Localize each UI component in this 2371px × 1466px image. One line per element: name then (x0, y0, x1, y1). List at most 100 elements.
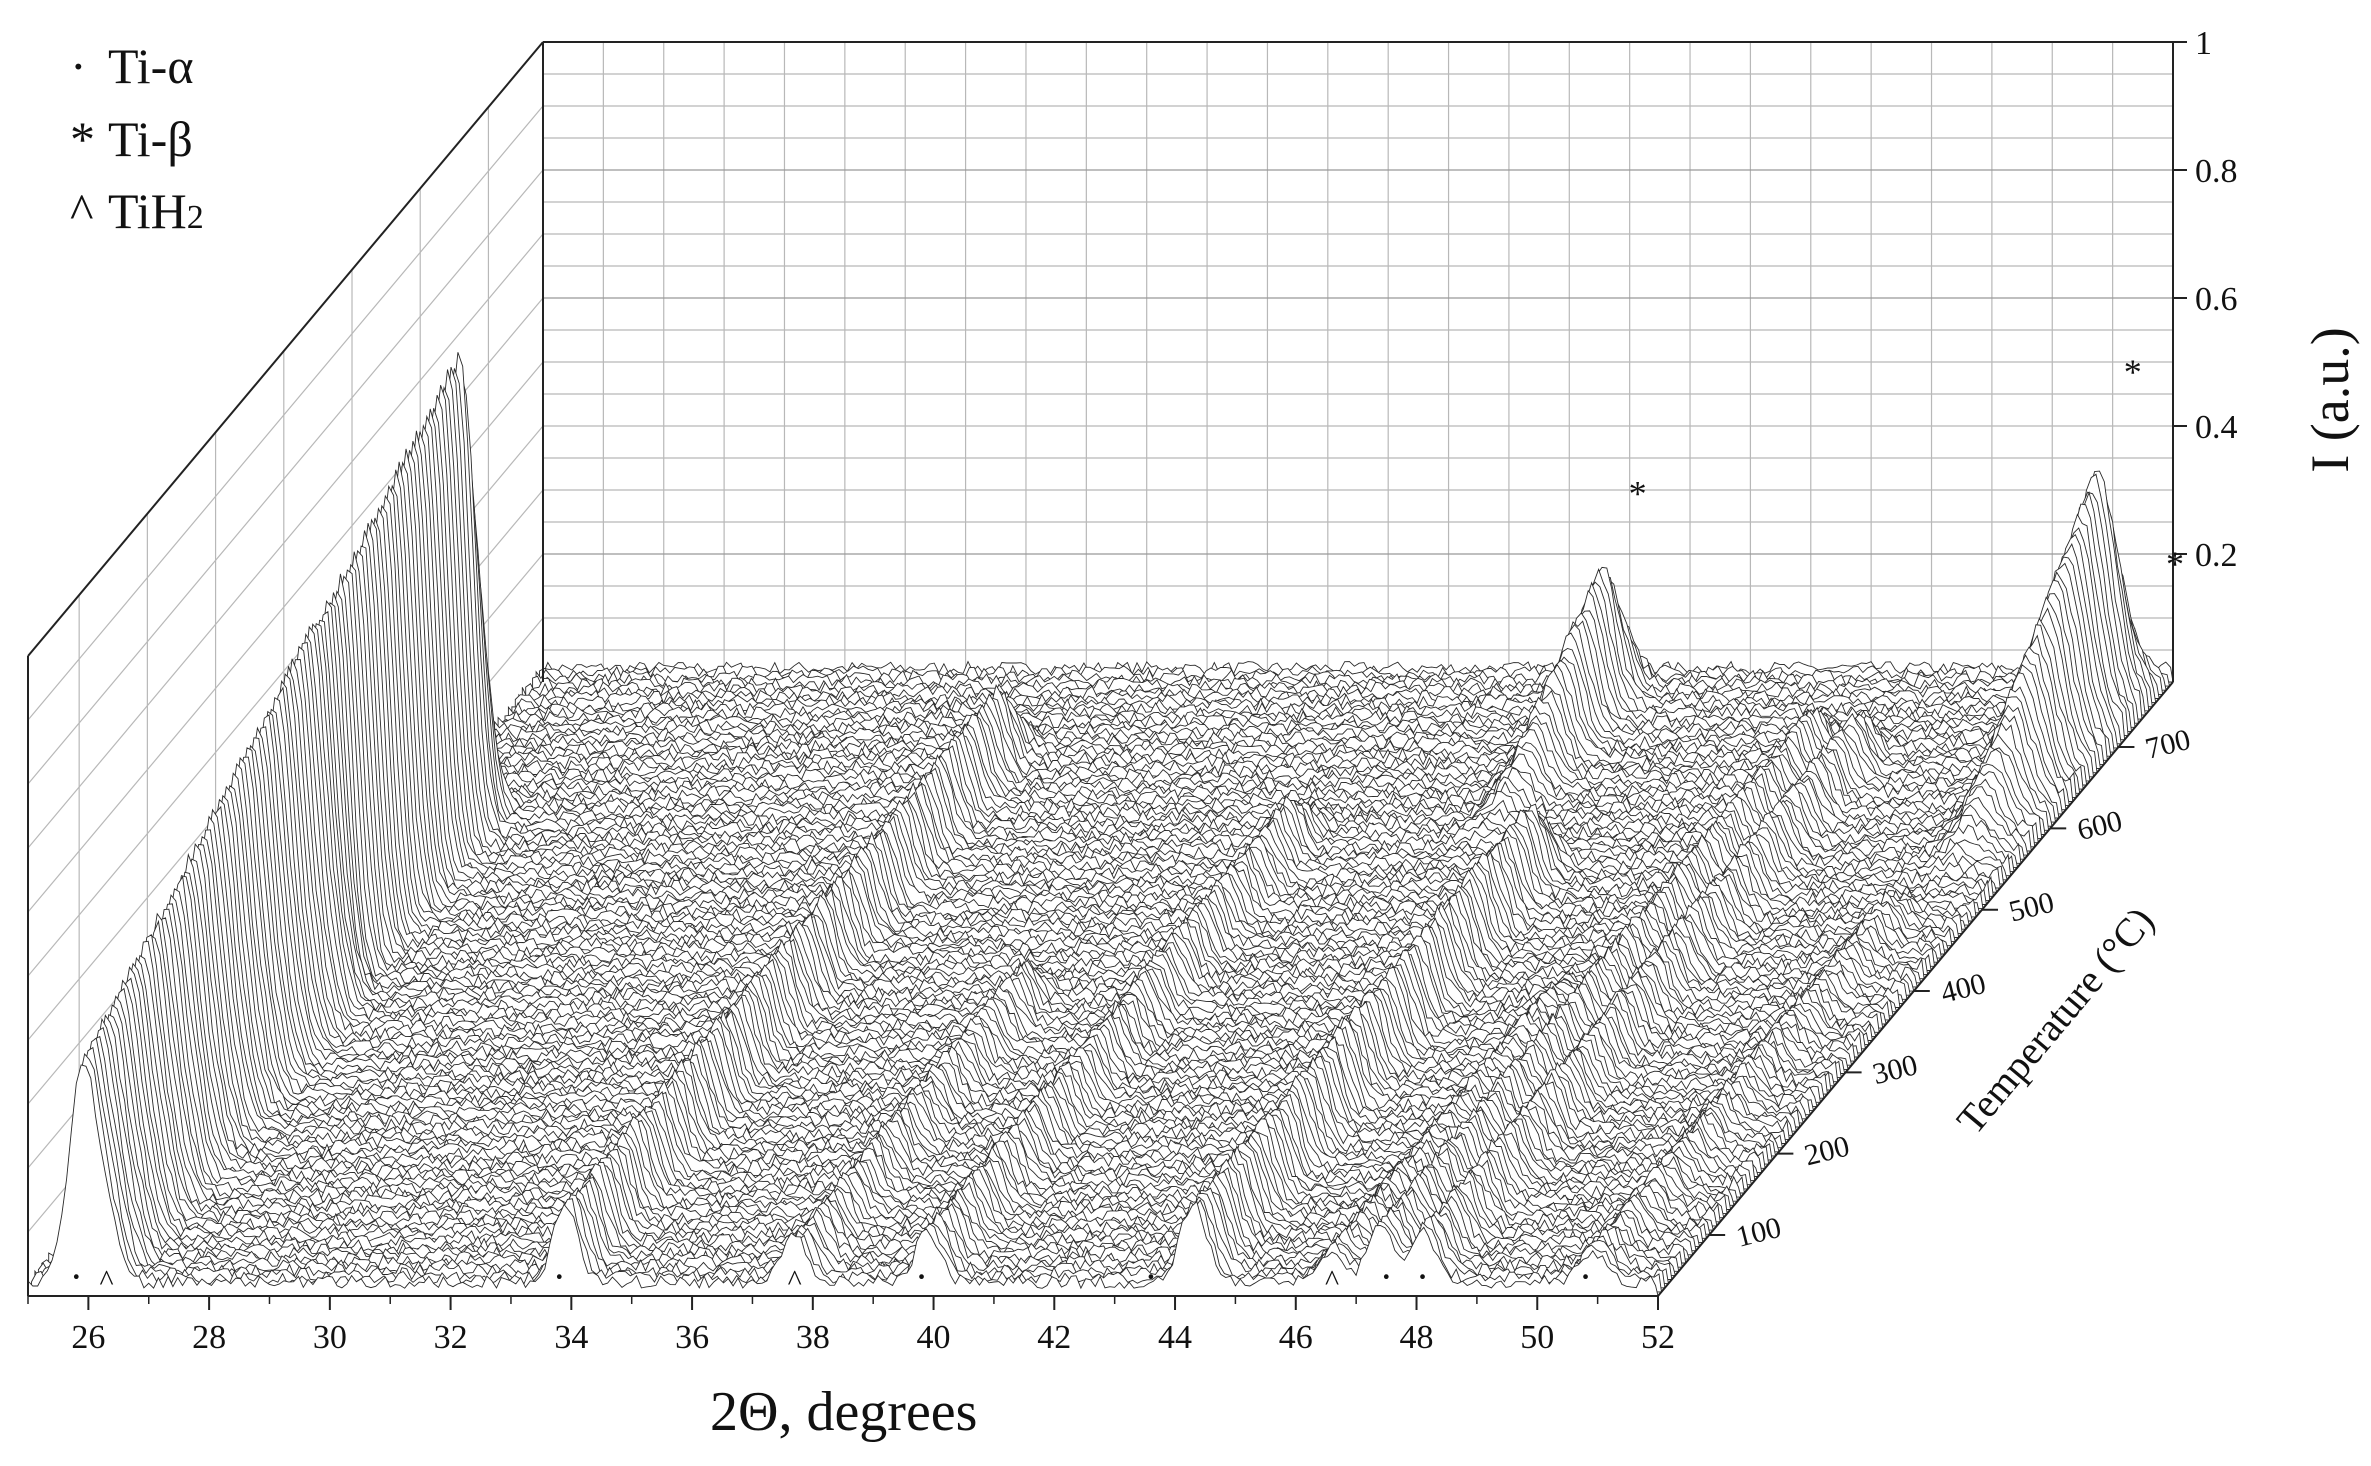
xrd-trace (65, 987, 1697, 1252)
legend: · Ti-α * Ti-β ^ TiH 2 (70, 30, 204, 248)
xrd-trace (373, 414, 2005, 885)
phase-marker: · (1380, 1254, 1393, 1299)
xrd-trace (27, 1064, 1659, 1297)
xrd-trace (262, 623, 1894, 1017)
temperature-tick-label: 200 (1801, 1130, 1853, 1173)
side-wall-gridline (27, 233, 544, 849)
axis-frame-edge (1657, 681, 2174, 1297)
xrd-trace (507, 491, 2139, 724)
x-tick-label: 46 (1279, 1319, 1313, 1356)
xrd-trace (110, 908, 1742, 1198)
ti-beta-marker: * (2166, 544, 2184, 584)
xrd-trace (113, 903, 1745, 1194)
x-tick-label: 40 (917, 1319, 951, 1356)
legend-marker: · (70, 38, 87, 94)
xrd-trace (48, 1017, 1680, 1272)
xrd-trace (55, 1014, 1687, 1264)
xrd-trace (452, 634, 2084, 790)
xrd-trace (366, 431, 1998, 893)
xrd-trace (162, 805, 1794, 1136)
xrd-trace (442, 664, 2074, 802)
x-tick-label: 42 (1037, 1319, 1071, 1356)
xrd-trace (348, 461, 1980, 914)
xrd-trace (414, 481, 2046, 835)
x-tick-label: 44 (1158, 1319, 1192, 1356)
x-tick-label: 52 (1641, 1319, 1675, 1356)
xrd-trace (145, 844, 1777, 1157)
xrd-trace (335, 484, 1967, 930)
frame-layer (27, 41, 2174, 1297)
phase-marker: · (915, 1254, 928, 1299)
phase-marker: · (1416, 1254, 1429, 1299)
x-tick-label: 36 (675, 1319, 709, 1356)
x-tick-label: 38 (796, 1319, 830, 1356)
phase-marker: · (1579, 1254, 1592, 1299)
xrd-trace (75, 966, 1707, 1239)
xrd-trace (269, 610, 1901, 1008)
temperature-tick-label: 400 (1938, 967, 1990, 1010)
xrd-trace (511, 473, 2143, 720)
legend-item-ti-alpha: · Ti-α (70, 30, 204, 103)
xrd-trace (400, 368, 2032, 852)
xrd-trace (293, 569, 1925, 980)
x-tick-label: 34 (554, 1319, 588, 1356)
xrd-trace (31, 1053, 1663, 1293)
xrd-trace (124, 875, 1756, 1182)
xrd-trace (255, 625, 1887, 1025)
xrd-trace (411, 432, 2043, 840)
xrd-trace (397, 366, 2029, 856)
xrd-trace (328, 504, 1960, 938)
temperature-tick-label: 700 (2142, 723, 2194, 766)
xrd-trace (241, 659, 1873, 1041)
legend-subscript: 2 (186, 199, 204, 236)
xrd-trace (58, 1004, 1690, 1260)
temperature-tick-label: 100 (1733, 1211, 1785, 1254)
xrd-trace (314, 522, 1946, 955)
temperature-tick-label: 300 (1869, 1048, 1921, 1091)
xrd-trace (117, 894, 1749, 1190)
xrd-trace (200, 737, 1832, 1091)
temperature-tick-label: 600 (2074, 804, 2126, 847)
side-wall-gridline (27, 169, 544, 785)
phase-marker: · (1144, 1254, 1157, 1299)
phase-marker: · (70, 1254, 83, 1299)
x-tick-label: 26 (71, 1319, 105, 1356)
x-tick-label: 28 (192, 1319, 226, 1356)
xrd-trace (238, 658, 1870, 1046)
xrd-trace (252, 632, 1884, 1029)
legend-item-ti-beta: * Ti-β (70, 103, 204, 176)
intensity-tick-label: 0.6 (2195, 281, 2238, 318)
z-axis-title: I (a.u.) (2300, 327, 2360, 472)
xrd-trace (79, 962, 1711, 1235)
legend-marker: * (70, 110, 95, 167)
intensity-tick-label: 1 (2195, 25, 2212, 62)
xrd-trace (283, 590, 1915, 992)
xrd-trace (62, 995, 1694, 1256)
marker-layer: · ^ · ^ · · ^ · · · * * * (70, 352, 2184, 1299)
xrd-trace (525, 535, 2157, 704)
axis-frame-edge (27, 41, 544, 657)
xrd-trace (169, 794, 1801, 1128)
xrd-trace (131, 871, 1763, 1173)
xrd-trace (103, 912, 1735, 1206)
legend-item-tih2: ^ TiH 2 (70, 175, 204, 248)
xrd-trace (425, 657, 2057, 823)
intensity-tick-label: 0.2 (2195, 537, 2238, 574)
phase-marker: ^ (1325, 1264, 1339, 1297)
xrd-trace (383, 394, 2015, 873)
xrd-trace (193, 747, 1825, 1099)
grid-layer (27, 41, 2174, 1297)
legend-label: TiH (108, 183, 187, 239)
xrd-trace (438, 671, 2070, 807)
phase-marker: ^ (788, 1264, 802, 1297)
xrd-trace (390, 385, 2022, 864)
y-axis-title: Temperature (°C) (1948, 898, 2163, 1142)
xrd-trace (82, 956, 1714, 1231)
xrd-trace (518, 481, 2150, 712)
x-tick-label: 50 (1520, 1319, 1554, 1356)
x-axis-title: 2Θ, degrees (710, 1381, 977, 1443)
trace-layer (27, 352, 2174, 1297)
xrd-trace (172, 785, 1804, 1124)
xrd-trace (297, 563, 1929, 976)
